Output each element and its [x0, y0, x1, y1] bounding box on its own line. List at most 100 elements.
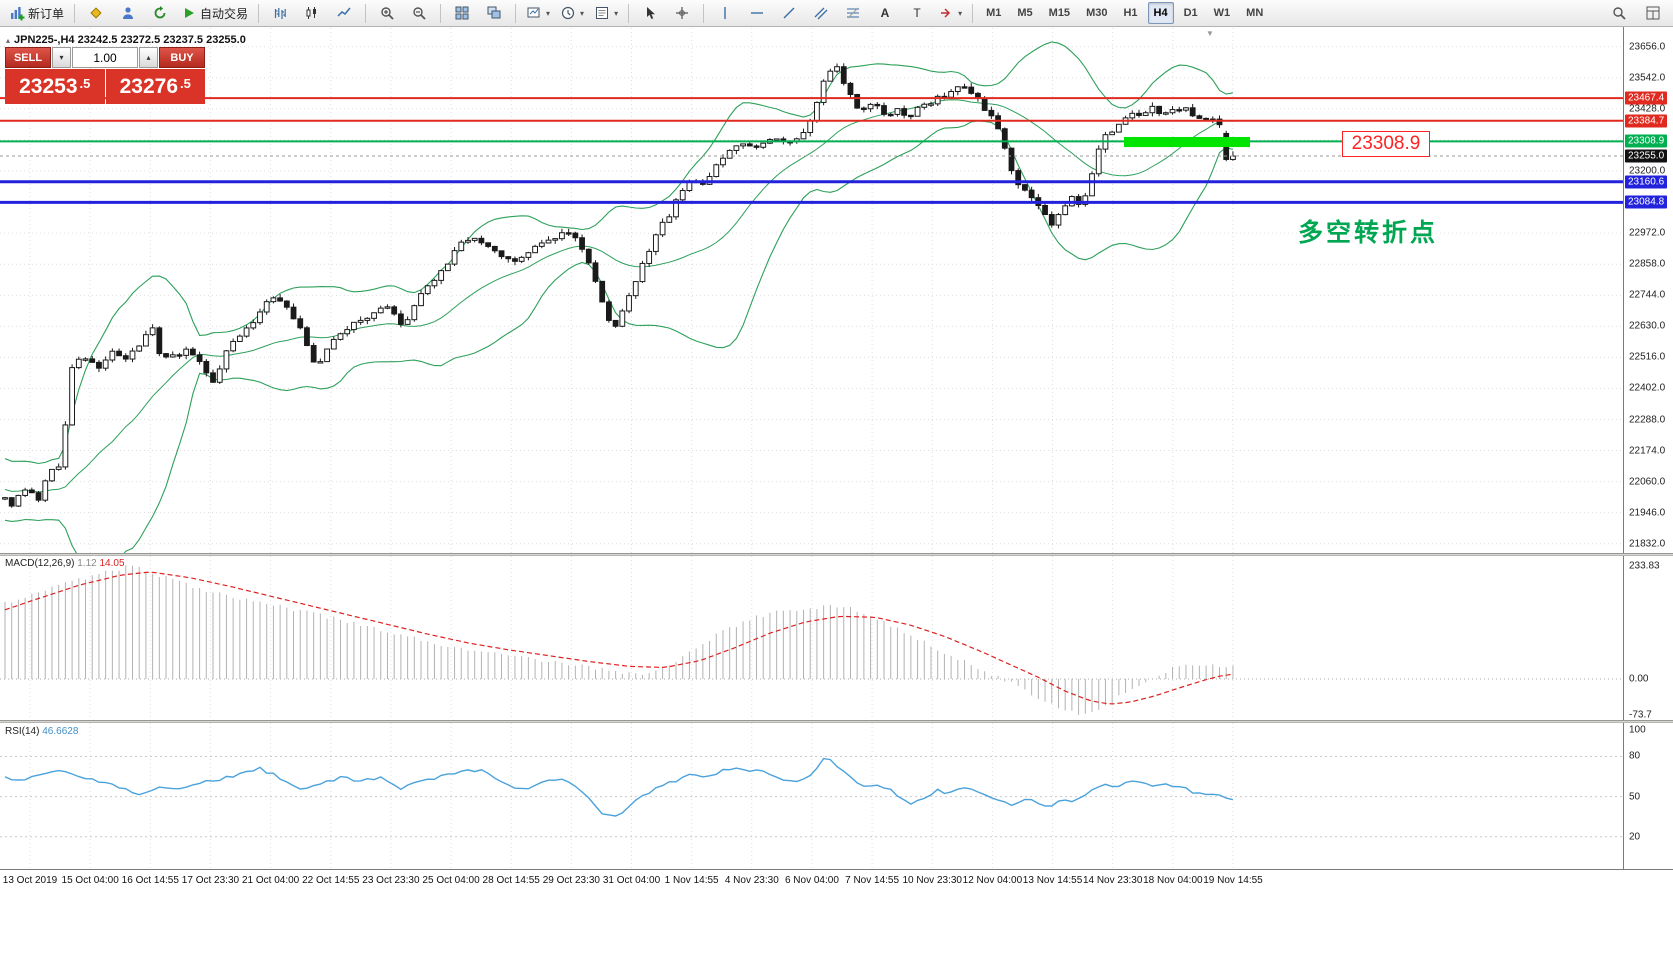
one-click-toggle-icon[interactable]: ▴: [6, 36, 11, 45]
price-tick: 22516.0: [1629, 351, 1666, 363]
refresh-icon: [154, 6, 166, 19]
time-label: 4 Nov 23:30: [724, 875, 779, 886]
vline-icon: [724, 7, 726, 19]
cascade-windows-button[interactable]: [479, 1, 509, 25]
time-label: 7 Nov 14:55: [845, 875, 900, 886]
volume-up-button[interactable]: ▴: [139, 47, 158, 68]
bar-chart-icon: [274, 8, 286, 19]
volume-down-button[interactable]: ▾: [52, 47, 71, 68]
layout-icon: [1646, 6, 1660, 20]
bar-chart-button[interactable]: [265, 1, 295, 25]
auto-trading-button[interactable]: 自动交易: [177, 1, 252, 25]
arrows-button[interactable]: ▾: [934, 1, 966, 25]
annotation-text[interactable]: 多空转折点: [1298, 219, 1439, 247]
navigator-button[interactable]: [145, 1, 175, 25]
horizontal-line-button[interactable]: [742, 1, 772, 25]
volume-input[interactable]: [72, 47, 138, 68]
buy-price-button[interactable]: 23276 .5: [105, 69, 205, 104]
chart-symbol-period: JPN225-,H4: [14, 34, 75, 46]
label-icon: T: [913, 6, 921, 20]
svg-text:T: T: [913, 6, 921, 20]
line-chart-icon: [337, 7, 351, 17]
template-icon: [596, 7, 609, 19]
time-label: 25 Oct 04:00: [422, 875, 480, 886]
tile-windows-button[interactable]: [447, 1, 477, 25]
toolbar-separator: [515, 3, 517, 23]
macd-panel-chart[interactable]: [0, 556, 1623, 720]
price-chart[interactable]: [0, 28, 1623, 553]
text-icon: A: [881, 6, 890, 20]
svg-text:A: A: [881, 6, 890, 20]
timeframe-m15-button[interactable]: M15: [1048, 7, 1071, 19]
periods-button[interactable]: ▾: [556, 1, 588, 25]
diamond-icon: [90, 7, 102, 19]
timeframe-h1-button[interactable]: H1: [1123, 7, 1138, 19]
price-tick: 23200.0: [1629, 165, 1666, 177]
time-label: 22 Oct 14:55: [302, 875, 360, 886]
candle-chart-icon: [306, 7, 317, 19]
vertical-line-button[interactable]: [710, 1, 740, 25]
timeframe-d1-button[interactable]: D1: [1183, 7, 1198, 19]
panel-splitter[interactable]: [0, 720, 1673, 723]
new-order-button[interactable]: 新订单: [5, 1, 68, 25]
tline-icon: [783, 7, 795, 19]
auto-trading-button-label: 自动交易: [200, 6, 249, 21]
timeframe-m5-button[interactable]: M5: [1017, 7, 1033, 19]
market-watch-button[interactable]: [81, 1, 111, 25]
tile-icon: [455, 6, 469, 20]
zoom-out-button[interactable]: [404, 1, 434, 25]
timeframe-w1-button[interactable]: W1: [1213, 7, 1231, 19]
channel-button[interactable]: [806, 1, 836, 25]
chevron-down-icon: ▾: [614, 8, 619, 18]
timeframe-m1-button[interactable]: M1: [986, 7, 1002, 19]
chevron-down-icon: ▾: [546, 8, 551, 18]
fibo-icon: [847, 7, 860, 19]
chart-window[interactable]: ▴ JPN225-,H4 23242.5 23272.5 23237.5 2325…: [0, 27, 1673, 953]
timeframe-h4-button[interactable]: H4: [1147, 2, 1174, 24]
trendline-button[interactable]: [774, 1, 804, 25]
crosshair-button[interactable]: [667, 1, 697, 25]
sell-price-button[interactable]: 23253 .5: [5, 69, 105, 104]
price-tick: 22972.0: [1629, 227, 1666, 239]
toolbar-separator: [74, 3, 76, 23]
price-callout[interactable]: 23308.9: [1342, 131, 1430, 157]
price-tick: 21832.0: [1629, 538, 1666, 550]
line-chart-button[interactable]: [329, 1, 359, 25]
search-button[interactable]: [1604, 1, 1634, 25]
chart-shift-marker-icon: ▼: [1206, 29, 1214, 38]
price-level-badge: 23084.8: [1625, 195, 1668, 209]
new-chart-button[interactable]: ▾: [522, 1, 554, 25]
play-icon: [185, 8, 195, 18]
sell-price-main: 23253: [19, 74, 78, 98]
sell-price-frac: .5: [79, 76, 91, 91]
buy-price-main: 23276: [119, 74, 179, 98]
panel-splitter[interactable]: [0, 553, 1673, 556]
time-label: 31 Oct 04:00: [602, 875, 661, 886]
new-order-button-label: 新订单: [28, 6, 65, 21]
price-axis[interactable]: 23656.0 23542.0 23428.0 23200.0 22972.0 22858…: [1623, 27, 1673, 869]
window-list-button[interactable]: [1638, 1, 1668, 25]
price-tick: 21946.0: [1629, 507, 1666, 519]
price-level-badge: 23384.7: [1625, 114, 1668, 128]
rsi-panel-chart[interactable]: [0, 723, 1623, 868]
time-label: 13 Nov 14:55: [1022, 875, 1083, 886]
time-label: 16 Oct 14:55: [121, 875, 179, 886]
buy-button[interactable]: BUY: [159, 47, 205, 68]
text-label-button[interactable]: T: [902, 1, 932, 25]
text-button[interactable]: A: [870, 1, 900, 25]
candlestick-chart-button[interactable]: [297, 1, 327, 25]
timeframe-m30-button[interactable]: M30: [1086, 7, 1108, 19]
time-label: 23 Oct 23:30: [362, 875, 420, 886]
timeframe-mn-button[interactable]: MN: [1246, 7, 1264, 19]
data-window-button[interactable]: [113, 1, 143, 25]
toolbar-separator: [258, 3, 260, 23]
fibonacci-button[interactable]: [838, 1, 868, 25]
cursor-button[interactable]: [635, 1, 665, 25]
zoom-in-button[interactable]: [372, 1, 402, 25]
templates-button[interactable]: ▾: [590, 1, 622, 25]
sell-button[interactable]: SELL: [5, 47, 51, 68]
time-label: 10 Nov 23:30: [902, 875, 963, 886]
price-tick: 233.83: [1629, 560, 1660, 572]
time-axis[interactable]: 13 Oct 2019 15 Oct 04:00 16 Oct 14:55 17 Oc…: [0, 869, 1673, 893]
cursor-icon: [647, 7, 656, 19]
